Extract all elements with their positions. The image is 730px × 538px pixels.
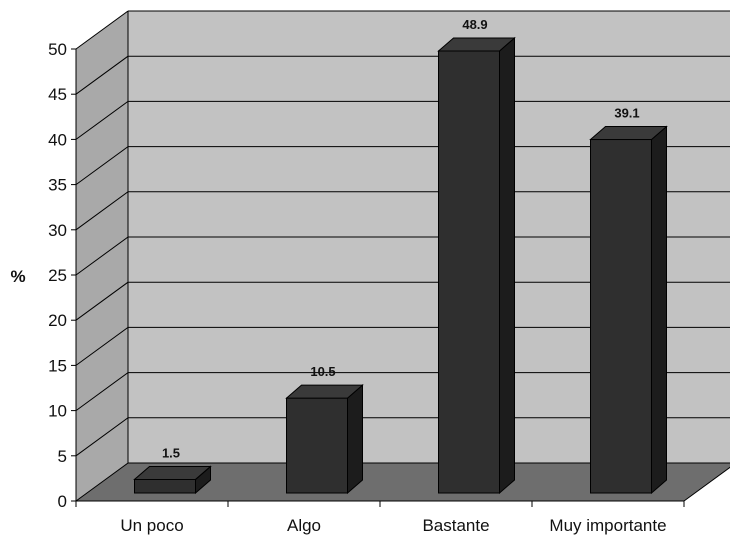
- y-tick-label: 50: [48, 40, 67, 59]
- data-label: 1.5: [162, 445, 180, 460]
- y-tick-label: 20: [48, 311, 67, 330]
- gridline-side: [75, 55, 129, 95]
- axes: [71, 48, 685, 507]
- data-label: 39.1: [614, 106, 639, 121]
- x-category-label: Bastante: [422, 516, 489, 535]
- bar-top: [133, 465, 212, 480]
- gridline-side: [75, 417, 129, 457]
- labels: 0 5 10 15 20 25 30 35 40 45 50 1.5 Un poco 10.5 Algo 48…: [48, 17, 667, 535]
- y-tick-label: 15: [48, 356, 67, 375]
- bars: [133, 36, 668, 495]
- y-tick-label: 0: [58, 492, 67, 511]
- x-category-label: Un poco: [120, 516, 183, 535]
- y-tick-label: 10: [48, 402, 67, 421]
- bar: [438, 50, 500, 494]
- floor: [76, 463, 730, 501]
- y-axis-title: %: [10, 267, 25, 286]
- bar-side: [499, 36, 515, 495]
- bar-top: [589, 126, 668, 141]
- gridline-side: [75, 191, 129, 231]
- y-tick-label: 40: [48, 130, 67, 149]
- y-tick-label: 30: [48, 221, 67, 240]
- gridline-side: [75, 236, 129, 276]
- data-label: 48.9: [462, 17, 487, 32]
- gridline-side: [75, 281, 129, 321]
- gridline-side: [75, 372, 129, 412]
- gridline-side: [75, 146, 129, 186]
- gridline-side: [75, 326, 129, 366]
- bar-top: [285, 384, 364, 399]
- gridline-side: [75, 10, 129, 50]
- bar-side: [651, 125, 667, 495]
- y-tick-label: 45: [48, 85, 67, 104]
- y-tick-label: 35: [48, 176, 67, 195]
- bar: [134, 478, 196, 494]
- y-tick-label: 5: [58, 447, 67, 466]
- gridline-side: [75, 462, 129, 502]
- x-category-label: Muy importante: [549, 516, 666, 535]
- gridline-side: [75, 100, 129, 140]
- x-category-label: Algo: [287, 516, 321, 535]
- bar-side: [347, 383, 363, 495]
- bar: [590, 139, 652, 494]
- floor-edge: [683, 466, 730, 502]
- y-tick-label: 25: [48, 266, 67, 285]
- bar: [286, 397, 348, 494]
- data-label: 10.5: [310, 364, 335, 379]
- bar-top: [437, 37, 516, 52]
